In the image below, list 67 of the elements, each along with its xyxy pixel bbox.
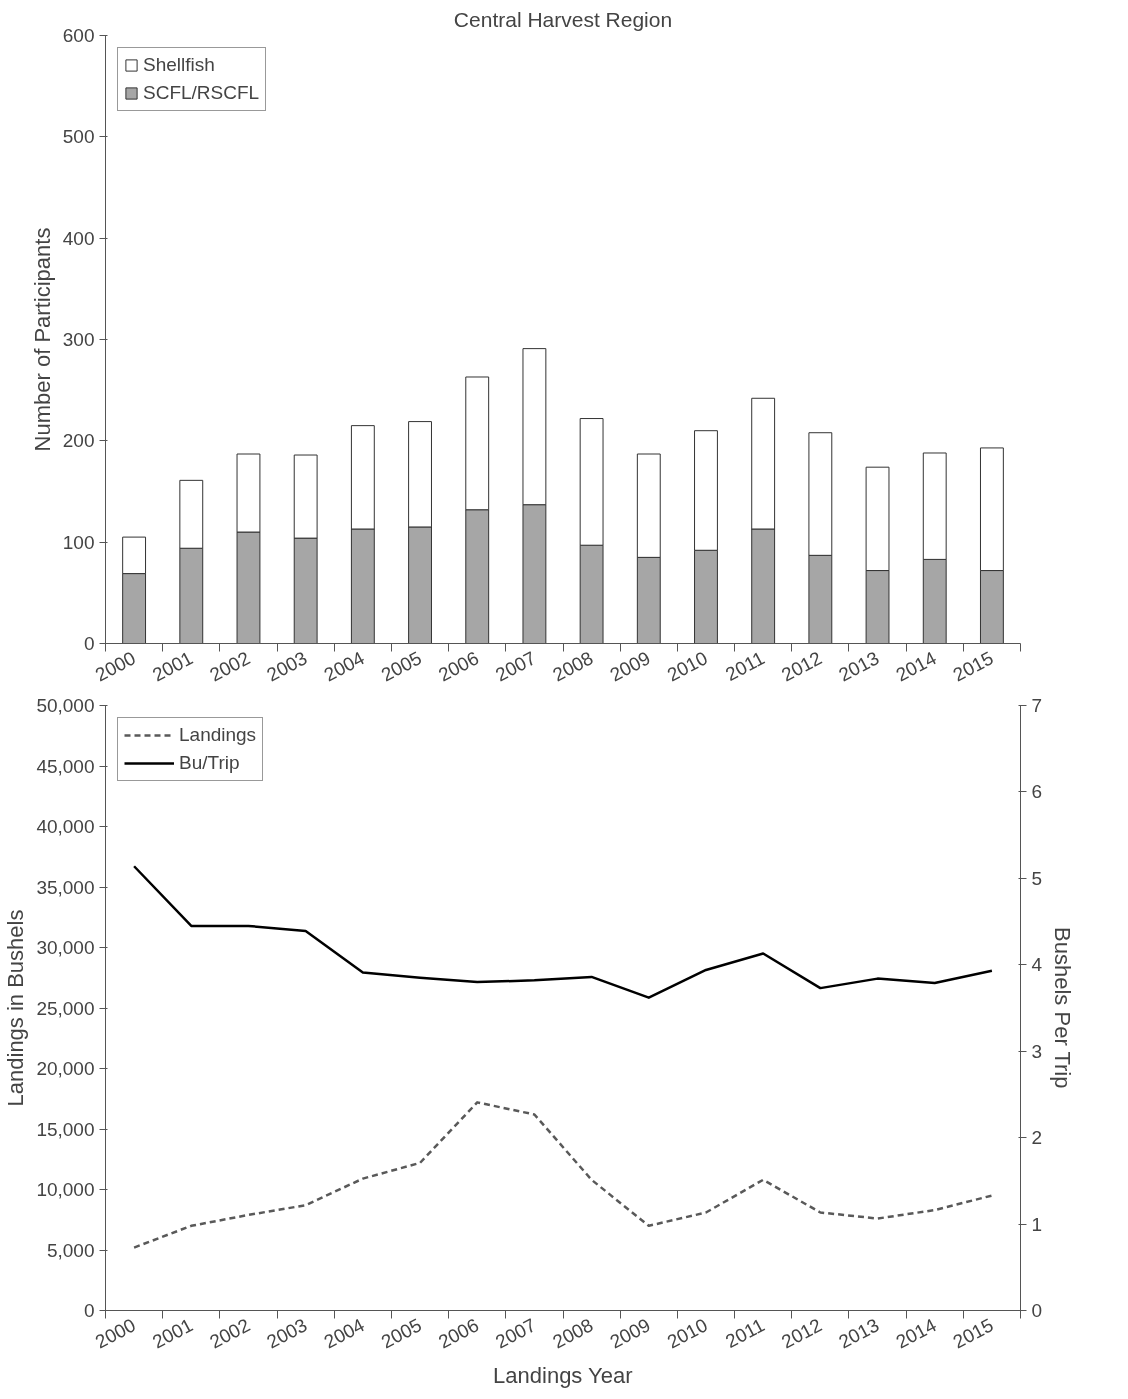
y-axis-title: Number of Participants	[29, 227, 55, 452]
y-axis-title: Landings in Bushels	[3, 909, 29, 1107]
x-tick-label: 2009	[606, 1314, 654, 1353]
x-tick-label: 2008	[549, 647, 597, 686]
x-tick-label: 2010	[663, 1314, 711, 1353]
x-tick-label: 2004	[320, 647, 368, 686]
y-tick-label: 0	[83, 633, 95, 654]
y-tick-label: 10,000	[36, 1179, 95, 1200]
legend-label: Landings	[179, 724, 257, 746]
x-tick-label: 2010	[663, 647, 711, 686]
y-tick-label: 50,000	[36, 695, 95, 716]
x-tick-label: 2002	[206, 647, 254, 686]
y2-tick-label: 7	[1031, 695, 1043, 716]
x-tick-label: 2006	[434, 647, 483, 686]
y-tick-label: 15,000	[36, 1118, 95, 1140]
legend-label: Bu/Trip	[179, 752, 240, 774]
y2-tick-label: 2	[1031, 1127, 1043, 1149]
y-tick-label: 200	[62, 430, 95, 452]
x-tick-label: 2012	[778, 647, 826, 686]
x-tick-label: 2015	[949, 1314, 997, 1353]
x-tick-label: 2011	[722, 647, 769, 685]
x-tick-label: 2007	[492, 647, 540, 686]
y-tick-label: 45,000	[36, 755, 95, 777]
y-tick-label: 20,000	[36, 1058, 95, 1079]
y-tick-label: 40,000	[36, 816, 95, 837]
y-tick-label: 300	[62, 329, 95, 350]
x-tick-label: 2014	[892, 647, 940, 686]
line-series	[132, 865, 994, 999]
y2-tick-label: 5	[1031, 867, 1043, 889]
x-tick-label: 2015	[949, 647, 997, 686]
x-tick-label: 2005	[377, 1314, 425, 1353]
x-tick-label: 2013	[835, 647, 883, 686]
line-series	[132, 1101, 994, 1249]
x-tick-label: 2007	[492, 1314, 540, 1353]
y2-tick-label: 1	[1031, 1213, 1043, 1235]
x-tick-label: 2008	[549, 1314, 597, 1353]
legend-label: Shellfish	[143, 54, 215, 76]
x-tick-label: 2009	[606, 647, 654, 686]
x-tick-label: 2014	[892, 1314, 940, 1353]
y2-axis-title: Bushels Per Trip	[1050, 927, 1076, 1089]
x-tick-label: 2001	[149, 1314, 197, 1353]
x-tick-label: 2012	[778, 1314, 826, 1353]
x-tick-label: 2013	[835, 1314, 883, 1353]
x-tick-label: 2006	[434, 1314, 483, 1353]
y-tick-label: 5,000	[46, 1239, 95, 1261]
y2-tick-label: 4	[1031, 954, 1043, 976]
y-tick-label: 35,000	[36, 876, 95, 898]
x-tick-label: 2003	[263, 1314, 311, 1353]
y-tick-label: 30,000	[36, 937, 95, 958]
y2-tick-label: 3	[1031, 1040, 1043, 1062]
x-tick-label: 2003	[263, 647, 311, 686]
y-tick-label: 0	[83, 1300, 95, 1321]
x-tick-label: 2002	[206, 1314, 254, 1353]
y-tick-label: 500	[62, 126, 95, 148]
y-tick-label: 400	[62, 227, 95, 249]
x-tick-label: 2011	[722, 1314, 769, 1352]
y2-tick-label: 0	[1031, 1300, 1043, 1321]
y2-tick-label: 6	[1031, 781, 1043, 803]
x-axis-title: Landings Year	[493, 1362, 633, 1388]
x-tick-label: 2004	[320, 1314, 368, 1353]
y-tick-label: 100	[62, 531, 95, 553]
x-tick-label: 2005	[377, 647, 425, 686]
chart-title: Central Harvest Region	[453, 7, 673, 31]
y-tick-label: 25,000	[36, 997, 95, 1019]
legend-label: SCFL/RSCFL	[143, 82, 260, 104]
x-tick-label: 2001	[149, 647, 197, 686]
y-tick-label: 600	[62, 25, 95, 46]
